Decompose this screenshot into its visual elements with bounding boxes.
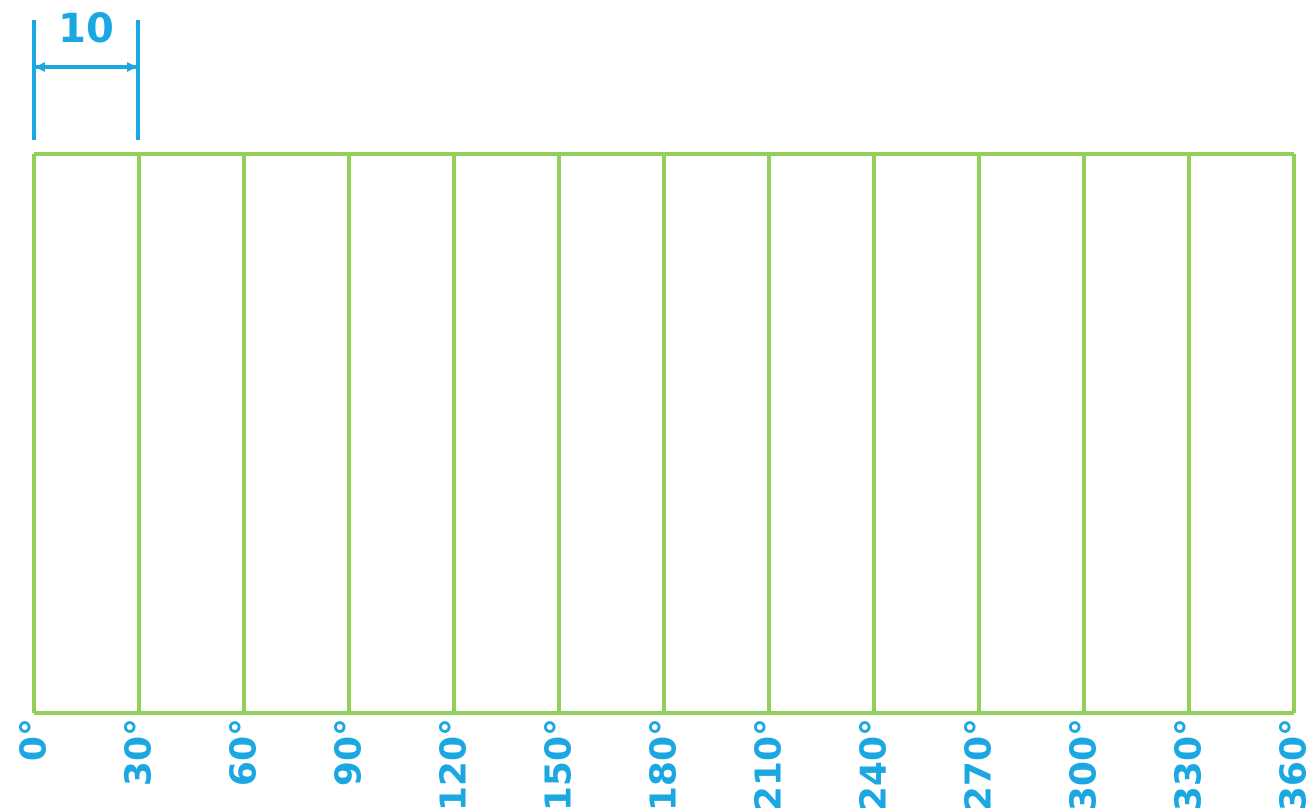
angle-label: 180°: [644, 718, 685, 808]
angle-label: 60°: [224, 718, 265, 786]
dimension-indicator: 10: [32, 6, 140, 140]
angle-label: 150°: [539, 718, 580, 808]
grid: [32, 152, 1296, 715]
angle-label: 330°: [1169, 718, 1210, 808]
angle-label: 270°: [959, 718, 1000, 808]
angle-label: 300°: [1064, 718, 1105, 808]
angle-label: 0°: [14, 718, 55, 761]
angle-label: 210°: [749, 718, 790, 808]
angle-labels: 0° 30° 60° 90° 120° 150° 180° 210° 240° 270° 300° 3…: [14, 718, 1314, 808]
angle-label: 240°: [854, 718, 895, 808]
dimension-label: 10: [58, 6, 114, 52]
angle-label: 120°: [434, 718, 475, 808]
angle-label: 90°: [329, 718, 370, 786]
angle-label: 30°: [119, 718, 160, 786]
angle-label: 360°: [1274, 718, 1314, 808]
